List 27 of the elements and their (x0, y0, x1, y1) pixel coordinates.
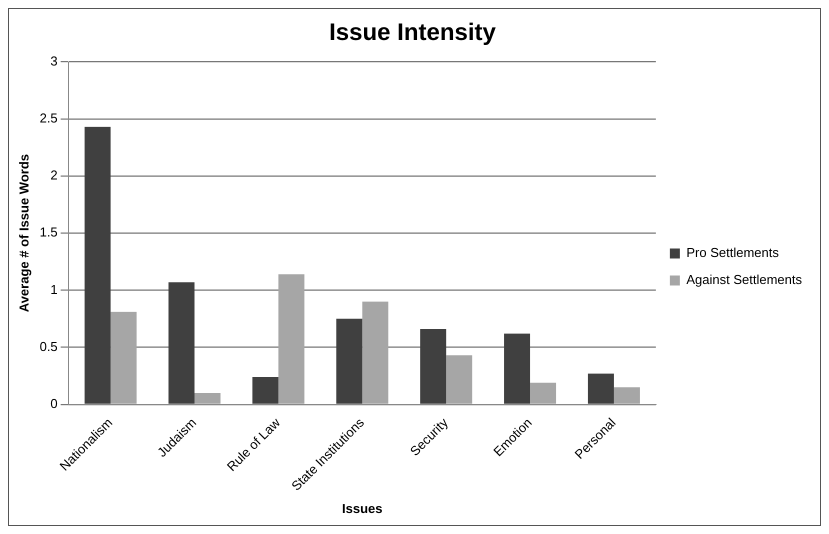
bar (588, 374, 614, 404)
bar (278, 274, 304, 404)
legend-label: Against Settlements (686, 272, 802, 288)
bar (504, 334, 530, 404)
legend-label: Pro Settlements (686, 245, 780, 260)
bar (84, 126, 111, 404)
bar (252, 377, 278, 404)
bar (530, 382, 556, 404)
bar (614, 387, 640, 404)
chart-title: Issue Intensity (329, 19, 497, 46)
bar (194, 392, 221, 404)
bar (446, 355, 472, 404)
y-tick-label: 1.5 (40, 224, 58, 240)
bar (420, 329, 446, 404)
y-axis-title: Average # of Issue Words (16, 154, 32, 312)
x-tick-label: Rule of Law (224, 414, 284, 474)
y-tick-label: 2 (50, 168, 58, 183)
y-tick-label: 3 (50, 53, 58, 68)
y-tick-label: 0 (50, 396, 58, 411)
y-tick-label: 2.5 (40, 110, 58, 126)
bar (362, 302, 388, 404)
bar (168, 282, 195, 404)
bar (336, 318, 362, 404)
y-tick-label: 0.5 (40, 338, 58, 354)
y-tick-label: 1 (50, 282, 58, 297)
x-axis-title: Issues (342, 500, 383, 516)
bar (110, 312, 137, 404)
